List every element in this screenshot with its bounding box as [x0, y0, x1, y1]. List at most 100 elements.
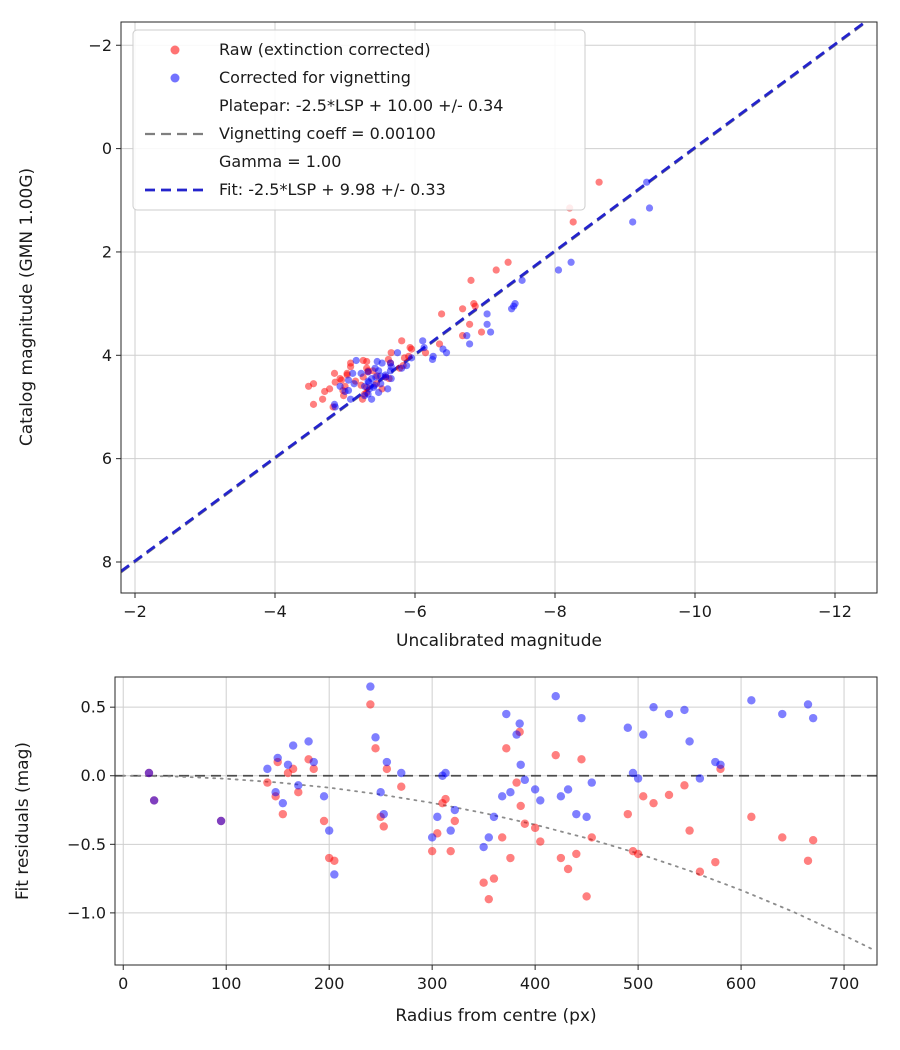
scatter-point	[397, 782, 406, 791]
x-tick-label: 100	[211, 974, 242, 993]
y-tick-label: 0	[102, 139, 112, 158]
y-tick-label: −1.0	[67, 903, 106, 922]
scatter-point	[643, 178, 651, 186]
scatter-point	[645, 204, 654, 212]
scatter-point	[278, 809, 288, 819]
chart-1: 0 100 200 300 400 500 600 700 0.5 0.0 −0.5 −1.0	[67, 676, 878, 993]
x-tick-label: −8	[543, 602, 567, 621]
scatter-point	[398, 337, 406, 345]
legend-label: Vignetting coeff = 0.00100	[219, 124, 436, 143]
scatter-point	[309, 757, 318, 767]
axes-spines	[114, 676, 878, 966]
series-raw-extinction-corrected-	[305, 178, 603, 411]
legend-label: Corrected for vignetting	[219, 68, 411, 87]
scatter-point	[387, 349, 395, 357]
scatter-point	[483, 310, 491, 318]
scatter-point	[433, 812, 442, 822]
scatter-point	[278, 798, 288, 808]
scatter-point	[680, 781, 689, 790]
scatter-point	[502, 744, 511, 753]
legend-label: Gamma = 1.00	[219, 152, 341, 171]
scatter-point	[497, 833, 507, 842]
x-tick-label: 0	[118, 974, 128, 993]
scatter-point	[379, 809, 388, 819]
scatter-point	[506, 853, 515, 863]
scatter-point	[467, 276, 475, 284]
scatter-point	[520, 819, 530, 828]
scatter-point	[427, 846, 437, 856]
scatter-point	[680, 705, 689, 715]
scatter-point	[309, 400, 318, 408]
legend-label: Raw (extinction corrected)	[219, 40, 431, 59]
scatter-point	[516, 801, 525, 811]
scatter-point	[450, 805, 460, 815]
scatter-point	[582, 892, 591, 901]
scatter-point	[319, 816, 329, 826]
scatter-point	[567, 258, 575, 266]
scatter-point	[695, 774, 705, 783]
scatter-point	[808, 713, 818, 723]
scatter-point	[382, 757, 392, 767]
scatter-point	[551, 750, 560, 760]
bottom-x-axis-label: Radius from centre (px)	[395, 1006, 596, 1026]
y-tick-label: 0.0	[81, 766, 106, 785]
scatter-point	[716, 760, 725, 769]
scatter-point	[326, 385, 334, 393]
scatter-point	[387, 374, 395, 383]
scatter-point	[479, 878, 488, 887]
legend-label: Platepar: -2.5*LSP + 10.00 +/- 0.34	[219, 96, 503, 115]
scatter-point	[551, 692, 560, 701]
scatter-point	[382, 764, 392, 774]
scatter-point	[778, 709, 787, 719]
scatter-point	[336, 382, 344, 390]
scatter-point	[366, 682, 375, 691]
scatter-point	[489, 812, 499, 822]
scatter-point	[569, 218, 577, 226]
x-tick-label: −2	[123, 602, 147, 621]
scatter-point	[273, 753, 282, 763]
scatter-point	[319, 395, 327, 403]
scatter-point	[466, 340, 474, 348]
scatter-point	[484, 894, 493, 904]
scatter-point	[371, 744, 380, 753]
scatter-point	[572, 849, 581, 859]
scatter-point	[515, 719, 524, 728]
x-tick-label: 700	[829, 974, 860, 993]
x-tick-label: 500	[623, 974, 654, 993]
scatter-point	[629, 218, 637, 226]
x-tick-label: −6	[403, 602, 427, 621]
scatter-point	[420, 343, 428, 352]
scatter-point	[371, 733, 380, 742]
scatter-point	[587, 833, 596, 842]
scatter-point	[419, 337, 427, 345]
scatter-point	[382, 373, 390, 381]
scatter-point	[623, 723, 633, 732]
scatter-point	[556, 792, 566, 801]
vignetting-model-curve	[122, 774, 876, 952]
scatter-point	[435, 340, 444, 348]
series-raw-residuals	[144, 700, 818, 904]
scatter-point	[577, 755, 586, 764]
scatter-point	[587, 778, 596, 787]
scatter-point	[263, 778, 272, 787]
series-corrected-for-vignetting	[330, 178, 654, 411]
scatter-point	[685, 826, 694, 835]
y-tick-label: 2	[102, 242, 112, 261]
scatter-point	[623, 809, 633, 819]
scatter-point	[497, 792, 507, 801]
y-tick-label: 6	[102, 449, 112, 468]
x-tick-label: 400	[520, 974, 551, 993]
top-y-axis-label: Catalog magnitude (GMN 1.00G)	[17, 168, 37, 446]
scatter-point	[344, 376, 353, 384]
scatter-point	[502, 709, 511, 719]
x-tick-label: 300	[417, 974, 448, 993]
legend-label: Fit: -2.5*LSP + 9.98 +/- 0.33	[219, 180, 446, 199]
fit-line	[121, 22, 868, 573]
scatter-point	[309, 380, 318, 388]
scatter-point	[516, 760, 525, 769]
scatter-point	[466, 320, 474, 328]
scatter-point	[319, 792, 329, 801]
scatter-point	[459, 305, 467, 313]
scatter-point	[377, 380, 385, 388]
scatter-point	[483, 320, 491, 328]
